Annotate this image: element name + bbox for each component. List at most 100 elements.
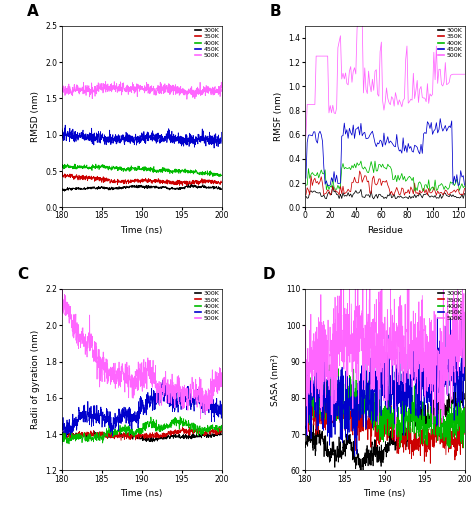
350K [303, 192, 309, 198]
450K [180, 134, 186, 141]
Line: 300K: 300K [306, 186, 465, 199]
350K [197, 178, 202, 185]
Line: 400K: 400K [306, 161, 465, 191]
350K [462, 185, 467, 191]
400K [311, 385, 317, 391]
350K [152, 433, 157, 439]
300K [404, 194, 410, 201]
450K [152, 133, 157, 139]
400K [161, 166, 166, 172]
450K [181, 393, 186, 399]
500K [340, 70, 346, 77]
400K [404, 418, 410, 424]
450K [69, 134, 74, 141]
350K [152, 176, 157, 183]
Text: B: B [269, 4, 281, 19]
350K [428, 460, 433, 466]
500K [303, 133, 309, 139]
350K [197, 428, 202, 434]
400K [161, 427, 166, 433]
300K [399, 433, 405, 439]
450K [69, 424, 74, 430]
400K [156, 421, 162, 428]
450K [326, 183, 332, 189]
500K [161, 394, 166, 400]
350K [462, 431, 467, 437]
Y-axis label: SASA (nm²): SASA (nm²) [272, 354, 281, 406]
500K [423, 387, 429, 393]
450K [341, 120, 347, 126]
350K [60, 170, 65, 176]
X-axis label: Time (ns): Time (ns) [120, 226, 163, 235]
500K [219, 384, 224, 390]
500K [59, 88, 64, 94]
350K [156, 434, 162, 440]
Line: 350K: 350K [306, 171, 465, 195]
300K [303, 193, 309, 199]
Y-axis label: RMSF (nm): RMSF (nm) [274, 92, 283, 141]
450K [152, 388, 157, 394]
300K [197, 432, 202, 438]
350K [443, 187, 448, 193]
450K [395, 414, 401, 420]
400K [358, 158, 364, 164]
300K [180, 186, 186, 192]
350K [357, 168, 363, 174]
450K [462, 375, 467, 381]
500K [399, 310, 405, 316]
400K [69, 163, 74, 170]
500K [152, 372, 157, 378]
450K [156, 133, 162, 140]
350K [69, 172, 74, 178]
350K [156, 177, 162, 183]
400K [302, 399, 308, 405]
450K [160, 377, 166, 383]
300K [150, 439, 155, 445]
400K [460, 445, 466, 451]
Line: 300K: 300K [62, 431, 221, 442]
350K [311, 410, 317, 416]
400K [72, 161, 78, 167]
Line: 350K: 350K [305, 390, 465, 463]
Line: 450K: 450K [305, 315, 465, 456]
500K [453, 71, 458, 78]
Legend: 300K, 350K, 400K, 450K, 500K: 300K, 350K, 400K, 450K, 500K [438, 290, 463, 322]
500K [198, 416, 203, 422]
450K [219, 129, 224, 135]
Line: 300K: 300K [62, 185, 221, 191]
300K [152, 184, 157, 190]
450K [156, 396, 162, 402]
350K [423, 453, 429, 460]
350K [328, 387, 333, 393]
500K [462, 71, 467, 78]
Line: 500K: 500K [62, 287, 221, 419]
300K [69, 186, 74, 192]
350K [219, 428, 224, 434]
Line: 350K: 350K [62, 173, 221, 186]
450K [161, 135, 166, 141]
Legend: 300K, 350K, 400K, 450K, 500K: 300K, 350K, 400K, 450K, 500K [194, 27, 220, 59]
400K [462, 183, 467, 189]
500K [152, 90, 157, 97]
300K [188, 181, 194, 188]
Y-axis label: RMSD (nm): RMSD (nm) [31, 91, 40, 142]
500K [403, 56, 409, 63]
450K [63, 122, 68, 128]
300K [219, 432, 224, 438]
400K [423, 440, 429, 447]
400K [395, 410, 401, 416]
400K [152, 424, 157, 431]
500K [156, 388, 162, 394]
450K [399, 402, 405, 408]
500K [311, 370, 317, 376]
350K [118, 437, 124, 444]
Line: 450K: 450K [62, 125, 221, 148]
400K [219, 425, 224, 431]
300K [423, 413, 429, 419]
Line: 500K: 500K [62, 82, 221, 99]
350K [219, 179, 224, 186]
450K [59, 134, 64, 141]
Line: 350K: 350K [62, 427, 221, 440]
300K [156, 436, 162, 442]
400K [303, 182, 309, 188]
